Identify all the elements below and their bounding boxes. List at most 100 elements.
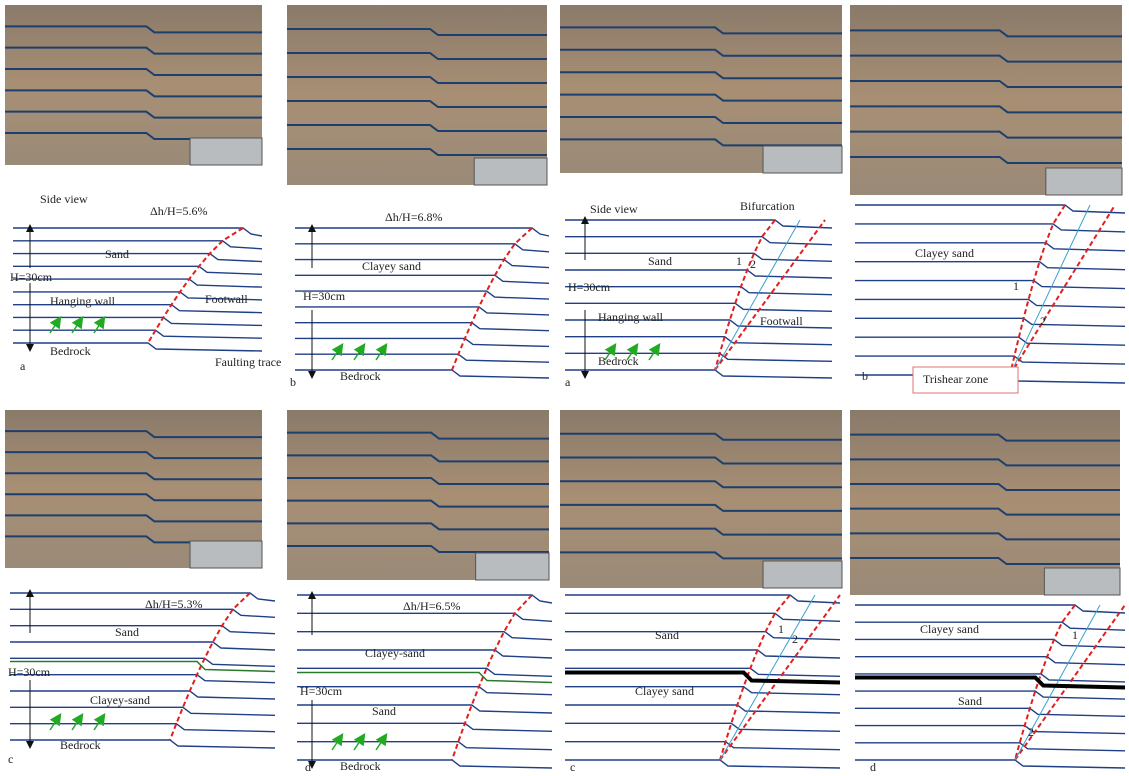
uplift-arrow (354, 738, 362, 750)
layer-line (297, 705, 552, 713)
label: 1 (778, 622, 784, 636)
label: Footwall (205, 292, 248, 306)
uplift-arrow (332, 738, 340, 750)
layer-line (565, 705, 840, 713)
label: 1 (736, 254, 742, 268)
photo (850, 410, 1120, 595)
layer-line (297, 632, 552, 640)
figure: Side view Δh/H=5.6% Sand H=30cm Hanging wall… (0, 0, 1129, 776)
label: Sand (372, 704, 396, 718)
layer-line (855, 622, 1125, 630)
fault-trace (170, 593, 250, 740)
label: c (8, 752, 13, 766)
label: Δh/H=6.8% (385, 210, 442, 224)
label: d (870, 760, 876, 774)
label: Side view (40, 192, 88, 206)
layer-line (565, 650, 840, 658)
label: 2 (792, 632, 798, 646)
label: Faulting trace (215, 355, 281, 369)
label: Clayey-sand (90, 693, 150, 707)
label: Δh/H=5.3% (145, 597, 202, 611)
marker-layer (297, 673, 552, 683)
label: Δh/H=5.6% (150, 204, 207, 218)
photo-plate (1044, 568, 1120, 595)
label: a (565, 375, 571, 389)
photo-plate (190, 138, 262, 165)
label: Sand (105, 247, 129, 261)
uplift-arrow (376, 738, 384, 750)
fault-trace (715, 220, 775, 370)
photo-plate (476, 553, 549, 580)
shear-line (715, 220, 800, 370)
layer-line (855, 337, 1125, 345)
layer-line (295, 307, 549, 315)
photo-plate (763, 146, 842, 173)
label: Clayey sand (920, 622, 979, 636)
fault-trace (720, 595, 840, 760)
layer-line (295, 228, 549, 236)
layer-line (565, 370, 832, 378)
layer-line (855, 726, 1125, 734)
label: Sand (958, 694, 982, 708)
label: Side view (590, 202, 638, 216)
marker-layer (565, 673, 840, 683)
label: Hanging wall (598, 310, 664, 324)
layer-line (565, 632, 840, 640)
layer-line (855, 760, 1125, 768)
label: b (862, 369, 868, 383)
label: d (305, 760, 311, 774)
layer-line (855, 281, 1125, 289)
photo-plate (474, 158, 547, 185)
label: H=30cm (303, 289, 346, 303)
label: b (290, 375, 296, 389)
photo-plate (763, 561, 842, 588)
layer-line (855, 318, 1125, 326)
layer-line (855, 224, 1125, 232)
label: Clayey sand (915, 246, 974, 260)
photo-plate (190, 541, 262, 568)
layer-line (10, 626, 275, 634)
layer-line (855, 205, 1125, 213)
layer-line (855, 743, 1125, 751)
layer-line (565, 337, 832, 345)
layer-line (565, 270, 832, 278)
label: Bedrock (340, 369, 381, 383)
photo (850, 5, 1122, 195)
layer-line (855, 639, 1125, 647)
layer-line (13, 254, 262, 262)
label: Clayey sand (635, 684, 694, 698)
layer-line (565, 220, 832, 228)
label: Bedrock (60, 738, 101, 752)
fault-trace (1015, 605, 1075, 760)
layer-line (10, 593, 275, 601)
layer-line (565, 723, 840, 731)
label: 2 (750, 257, 756, 271)
layer-line (10, 707, 275, 715)
uplift-arrow (50, 321, 58, 333)
label: Bedrock (598, 354, 639, 368)
label: Clayey sand (362, 259, 421, 273)
label: Hanging wall (50, 294, 116, 308)
layer-line (10, 724, 275, 732)
label: c (570, 760, 575, 774)
layer-line (565, 253, 832, 261)
shear-line (720, 595, 815, 760)
layer-line (565, 237, 832, 245)
layer-line (565, 742, 840, 750)
layer-line (855, 299, 1125, 307)
layer-line (565, 595, 840, 603)
layer-line (855, 262, 1125, 270)
label: H=30cm (10, 270, 53, 284)
label: Sand (115, 625, 139, 639)
label: Sand (655, 628, 679, 642)
layer-line (855, 243, 1125, 251)
label: 1 (1072, 628, 1078, 642)
fault-trace (452, 228, 532, 370)
layer-line (855, 605, 1125, 613)
layer-line (10, 642, 275, 650)
layer-line (297, 760, 552, 768)
layer-line (10, 740, 275, 748)
label: Sand (648, 254, 672, 268)
label: H=30cm (300, 684, 343, 698)
layer-line (13, 317, 262, 325)
